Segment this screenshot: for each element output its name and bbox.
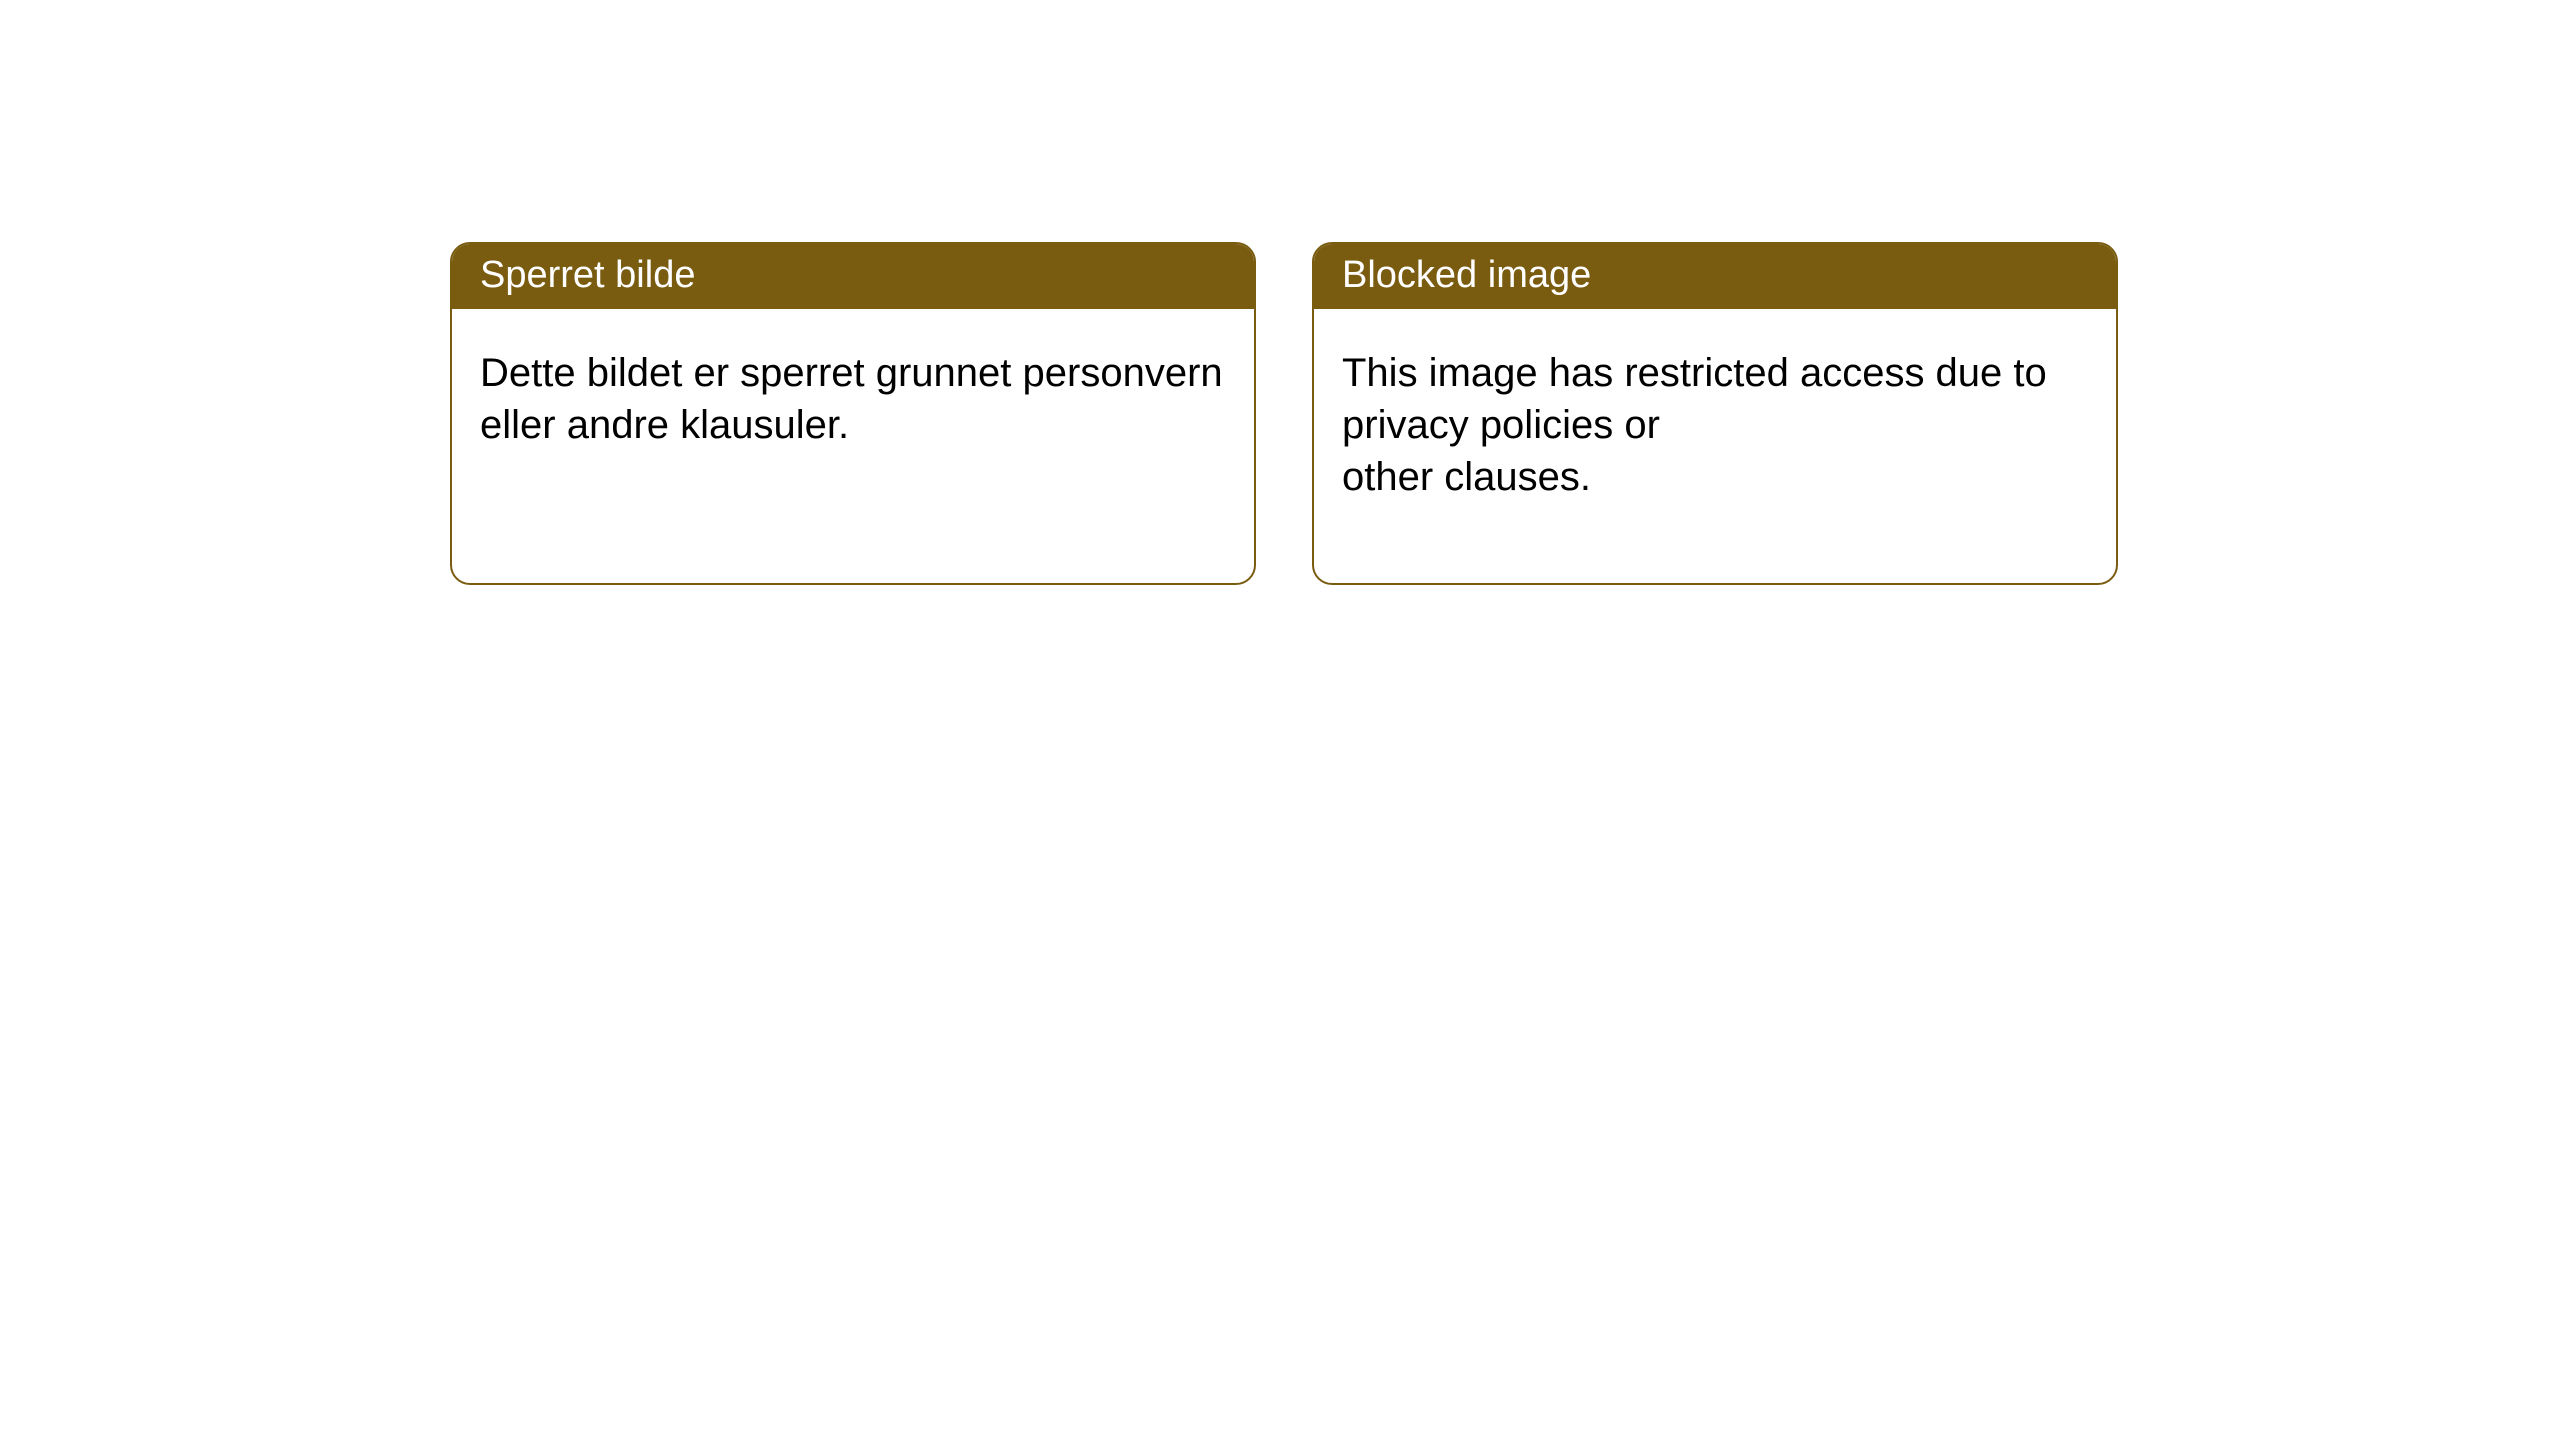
notice-container: Sperret bilde Dette bildet er sperret gr… [0,0,2560,585]
notice-card-norwegian: Sperret bilde Dette bildet er sperret gr… [450,242,1256,585]
notice-body: Dette bildet er sperret grunnet personve… [452,309,1254,531]
notice-body: This image has restricted access due to … [1314,309,2116,583]
notice-card-english: Blocked image This image has restricted … [1312,242,2118,585]
notice-header: Sperret bilde [452,244,1254,309]
notice-header: Blocked image [1314,244,2116,309]
